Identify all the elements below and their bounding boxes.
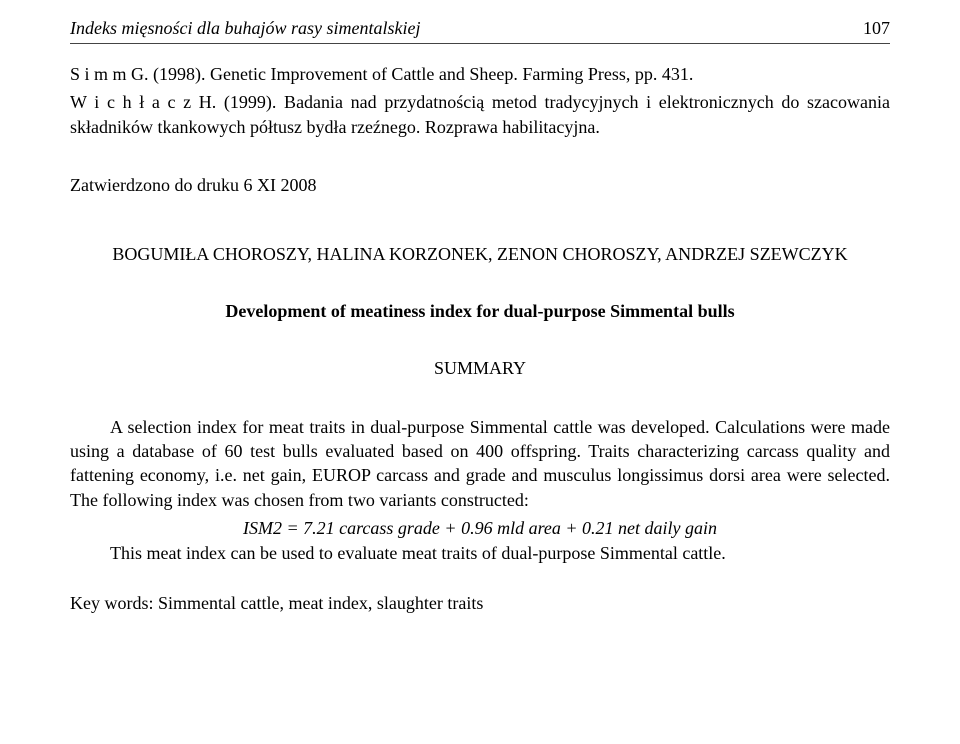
summary-label: SUMMARY bbox=[70, 358, 890, 379]
page-number: 107 bbox=[863, 18, 890, 39]
article-title: Development of meatiness index for dual-… bbox=[70, 301, 890, 322]
page-container: Indeks mięsności dla buhajów rasy siment… bbox=[0, 0, 960, 614]
keywords-line: Key words: Simmental cattle, meat index,… bbox=[70, 593, 890, 614]
authors-line: BOGUMIŁA CHOROSZY, HALINA KORZONEK, ZENO… bbox=[70, 244, 890, 265]
summary-tail: This meat index can be used to evaluate … bbox=[70, 541, 890, 565]
reference-item: S i m m G. (1998). Genetic Improvement o… bbox=[70, 62, 890, 86]
reference-item: W i c h ł a c z H. (1999). Badania nad p… bbox=[70, 90, 890, 139]
index-formula: ISM2 = 7.21 carcass grade + 0.96 mld are… bbox=[70, 518, 890, 539]
summary-body: A selection index for meat traits in dua… bbox=[70, 415, 890, 512]
approved-line: Zatwierdzono do druku 6 XI 2008 bbox=[70, 175, 890, 196]
running-title: Indeks mięsności dla buhajów rasy siment… bbox=[70, 18, 420, 39]
running-head: Indeks mięsności dla buhajów rasy siment… bbox=[70, 18, 890, 44]
references-block: S i m m G. (1998). Genetic Improvement o… bbox=[70, 62, 890, 139]
